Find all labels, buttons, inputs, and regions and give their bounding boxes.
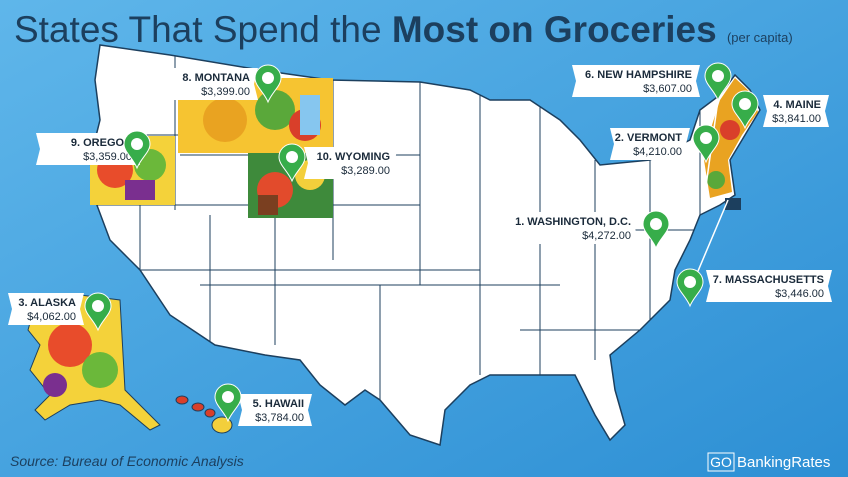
marker: 1. WASHINGTON, D.C. $4,272.00 [505,210,670,250]
marker-amount: $3,289.00 [341,165,390,177]
label-box [610,128,690,160]
marker: 10. WYOMING $3,289.00 [278,143,398,183]
marker: 6. NEW HAMPSHIRE $3,607.00 [572,62,732,102]
label-box [36,133,140,165]
marker-amount: $3,841.00 [772,113,821,125]
marker-amount: $4,210.00 [633,146,682,158]
label-box [572,65,700,97]
source: Source: Bureau of Economic Analysis [10,453,244,469]
pin-hole [131,138,143,150]
pin-hole [700,132,712,144]
hawaii [175,395,233,434]
pin-hole [739,98,751,110]
title-bold: Most on Groceries [392,9,717,50]
marker-label: 8. MONTANA [182,72,250,84]
marker-amount: $3,359.00 [83,151,132,163]
marker-label: 5. HAWAII [253,398,304,410]
marker-label: 7. MASSACHUSETTS [713,274,824,286]
label-box [304,147,398,179]
alaska [27,294,161,431]
pin-hole [262,72,274,84]
marker-label: 3. ALASKA [18,297,76,309]
marker-label: 4. MAINE [773,99,821,111]
logo-go: GO [710,454,732,470]
label-box [763,95,829,127]
pin-hole [92,300,104,312]
marker: 8. MONTANA $3,399.00 [140,64,282,104]
markers: 1. WASHINGTON, D.C. $4,272.00 2. VERMONT $4… [8,62,832,426]
marker: 3. ALASKA $4,062.00 [8,292,112,332]
title: States That Spend the Most on Groceries … [14,9,793,50]
title-plain: States That Spend the [14,9,382,50]
label-box [706,270,832,302]
marker-amount: $3,399.00 [201,86,250,98]
marker: 9. OREGON $3,359.00 [36,130,151,170]
montana-fill [178,78,333,153]
logo-name: BankingRates [737,454,830,471]
marker: 7. MASSACHUSETTS $3,446.00 [676,268,832,308]
label-box [238,394,312,426]
pin-hole [286,151,298,163]
marker-label: 6. NEW HAMPSHIRE [585,69,692,81]
marker-amount: $3,446.00 [775,288,824,300]
pin-hole [684,276,696,288]
logo-box [707,452,735,472]
label-box [505,212,639,244]
title-note: (per capita) [727,30,793,45]
marker-label: 2. VERMONT [615,132,683,144]
marker-label: 10. WYOMING [317,151,390,163]
marker: 2. VERMONT $4,210.00 [610,124,720,164]
marker-amount: $3,784.00 [255,412,304,424]
marker-label: 1. WASHINGTON, D.C. [515,216,631,228]
label-box [140,68,258,100]
marker: 4. MAINE $3,841.00 [731,90,829,130]
marker-amount: $3,607.00 [643,83,692,95]
pin-hole [712,70,724,82]
marker: 5. HAWAII $3,784.00 [214,383,312,426]
pin-hole [222,391,234,403]
marker-label: 9. OREGON [71,137,132,149]
pin-hole [650,218,662,230]
marker-amount: $4,062.00 [27,311,76,323]
marker-amount: $4,272.00 [582,230,631,242]
label-box [8,293,84,325]
